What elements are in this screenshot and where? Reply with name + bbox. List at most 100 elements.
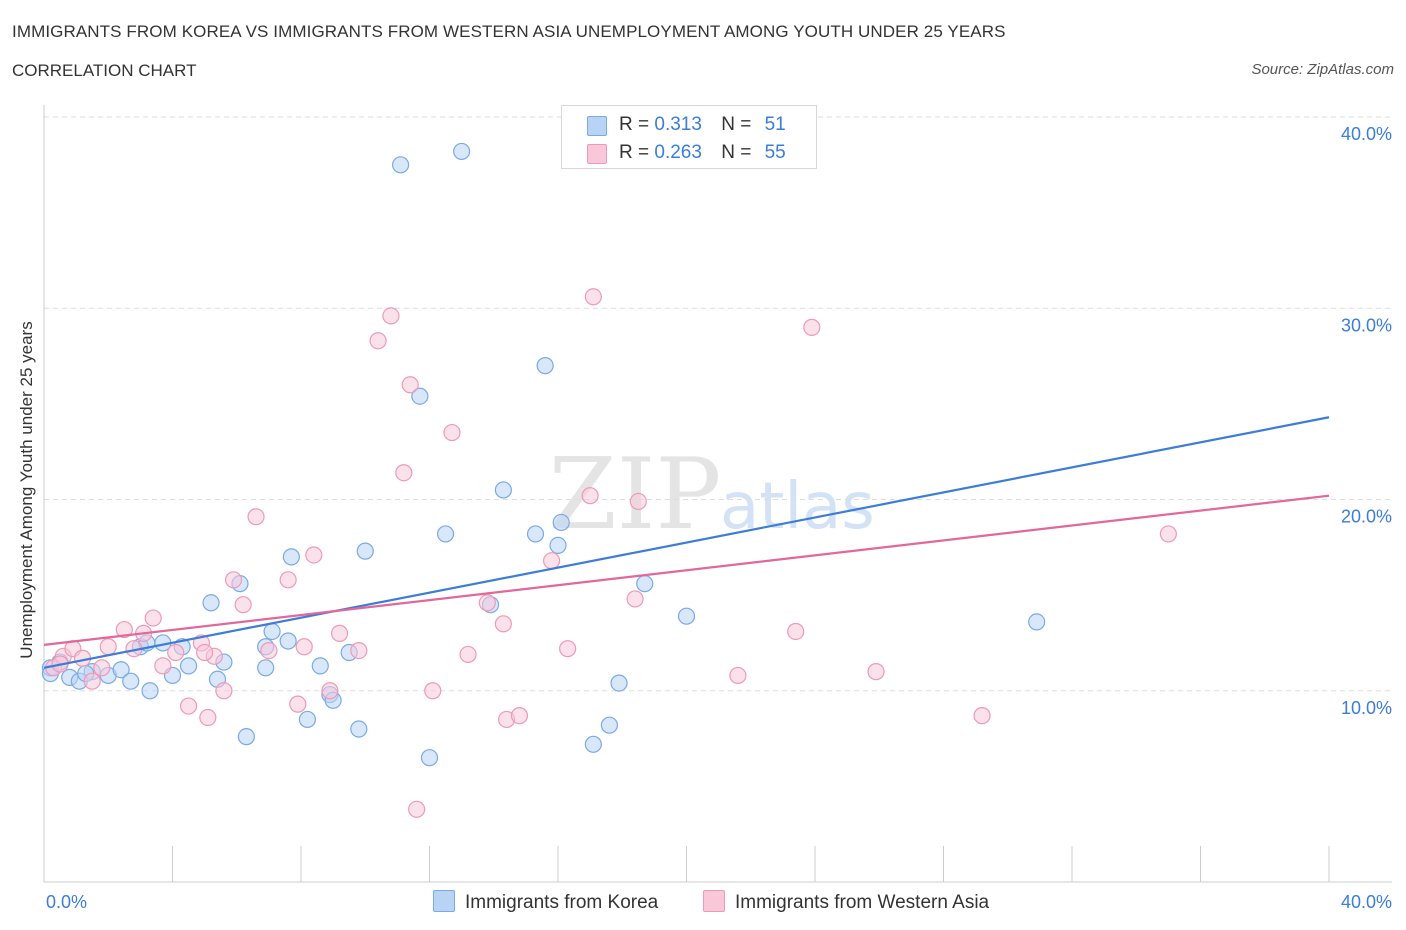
trend-lines <box>43 416 1330 669</box>
korea-point-25 <box>356 542 374 560</box>
y-tick-label-3: 40.0% <box>1341 124 1392 144</box>
wasia-point-47 <box>787 622 805 641</box>
watermark-atlas: atlas <box>720 470 875 544</box>
y-tick-label-2: 30.0% <box>1341 315 1392 335</box>
wasia-point-45 <box>629 492 647 511</box>
wasia-point-14 <box>199 708 217 727</box>
legend-korea-n-label: N = <box>721 114 757 135</box>
korea-point-19 <box>263 622 281 641</box>
wasia-point-30 <box>395 464 413 482</box>
korea-legend-swatch <box>433 890 455 912</box>
wasia-legend-label: Immigrants from Western Asia <box>735 892 990 913</box>
wasia-point-50 <box>973 707 991 725</box>
y-tick-label-0: 10.0% <box>1341 698 1392 718</box>
wasia-point-42 <box>581 487 599 505</box>
wasia-point-29 <box>382 307 400 325</box>
wasia-point-26 <box>330 624 349 642</box>
korea-point-38 <box>636 575 654 593</box>
korea-point-44 <box>279 632 297 650</box>
korea-point-22 <box>311 657 329 675</box>
legend-wasia-text: R = 0.263 N = 55 <box>619 142 786 164</box>
wasia-point-36 <box>478 594 496 612</box>
wasia-point-21 <box>279 571 297 589</box>
korea-point-40 <box>1028 613 1046 631</box>
legend-wasia-r-value: 0.263 <box>654 142 702 163</box>
wasia-point-10 <box>154 657 172 675</box>
wasia-point-4 <box>83 672 101 690</box>
wasia-point-16 <box>215 682 233 700</box>
bottom-legend-korea: Immigrants from Korea <box>433 890 658 914</box>
legend-korea-n-value: 51 <box>764 114 786 135</box>
korea-point-27 <box>411 387 429 405</box>
legend-korea-r-label: R = <box>619 114 655 135</box>
source-credit: Source: ZipAtlas.com <box>1251 61 1394 78</box>
korea-trend-line <box>43 416 1330 669</box>
korea-point-48 <box>257 659 275 677</box>
wasia-point-46 <box>729 666 747 685</box>
wasia-point-48 <box>803 318 821 336</box>
x-tick-label-min: 0.0% <box>46 892 87 912</box>
wasia-point-40 <box>542 552 561 570</box>
wasia-point-19 <box>247 508 265 526</box>
korea-point-13 <box>202 594 220 612</box>
chart-subtitle: CORRELATION CHART <box>12 61 197 80</box>
wasia-point-27 <box>350 641 368 660</box>
wasia-point-18 <box>234 596 252 614</box>
axes <box>43 105 1392 883</box>
wasia-point-43 <box>584 288 602 306</box>
korea-point-21 <box>298 710 317 729</box>
wasia-point-12 <box>179 697 198 715</box>
wasia-point-17 <box>224 571 243 589</box>
wasia-point-44 <box>626 590 644 608</box>
legend-korea-r-value: 0.313 <box>654 114 702 135</box>
wasia-point-31 <box>401 376 419 394</box>
wasia-point-20 <box>260 641 278 660</box>
korea-point-47 <box>610 674 628 692</box>
wasia-point-49 <box>867 663 885 681</box>
korea-point-20 <box>282 548 300 566</box>
wasia-points <box>45 288 1177 818</box>
korea-swatch <box>587 116 607 136</box>
korea-point-37 <box>600 716 619 734</box>
wasia-point-9 <box>144 609 162 627</box>
wasia-point-22 <box>289 695 307 713</box>
y-axis-label: Unemployment Among Youth under 25 years <box>17 321 36 659</box>
korea-point-33 <box>536 357 554 375</box>
wasia-point-54 <box>196 643 214 662</box>
wasia-point-25 <box>321 682 339 700</box>
wasia-point-41 <box>559 640 577 658</box>
korea-points <box>41 142 1046 767</box>
legend-wasia-n-label: N = <box>721 142 757 163</box>
korea-point-7 <box>122 672 140 690</box>
wasia-point-28 <box>369 332 387 350</box>
wasia-point-35 <box>459 645 477 664</box>
wasia-point-24 <box>305 546 323 564</box>
korea-point-9 <box>141 682 159 700</box>
wasia-point-5 <box>99 638 117 656</box>
wasia-legend-swatch <box>703 890 725 912</box>
korea-point-29 <box>453 142 471 161</box>
wasia-point-33 <box>424 682 442 700</box>
wasia-swatch <box>587 144 607 164</box>
korea-point-39 <box>677 607 696 625</box>
korea-point-12 <box>179 657 198 675</box>
wasia-trend-line <box>43 494 1330 646</box>
korea-point-6 <box>112 661 130 679</box>
x-tick-label-max: 40.0% <box>1341 892 1392 912</box>
wasia-point-39 <box>510 707 529 725</box>
korea-point-34 <box>549 536 567 555</box>
tick-labels: 10.0% 20.0% 30.0% 40.0% 0.0% 40.0% <box>46 124 1392 912</box>
korea-point-35 <box>552 513 570 532</box>
legend-wasia-n-value: 55 <box>764 142 786 163</box>
stats-legend: R = 0.313 N = 51 R = 0.263 N = 55 <box>561 105 817 169</box>
korea-point-17 <box>237 728 255 746</box>
korea-point-36 <box>584 735 602 753</box>
korea-point-28 <box>436 525 455 543</box>
korea-point-26 <box>391 156 410 174</box>
legend-korea-text: R = 0.313 N = 51 <box>619 114 786 136</box>
wasia-point-32 <box>408 800 426 818</box>
korea-point-50 <box>350 720 368 738</box>
korea-point-32 <box>526 525 545 543</box>
wasia-point-34 <box>443 423 461 442</box>
